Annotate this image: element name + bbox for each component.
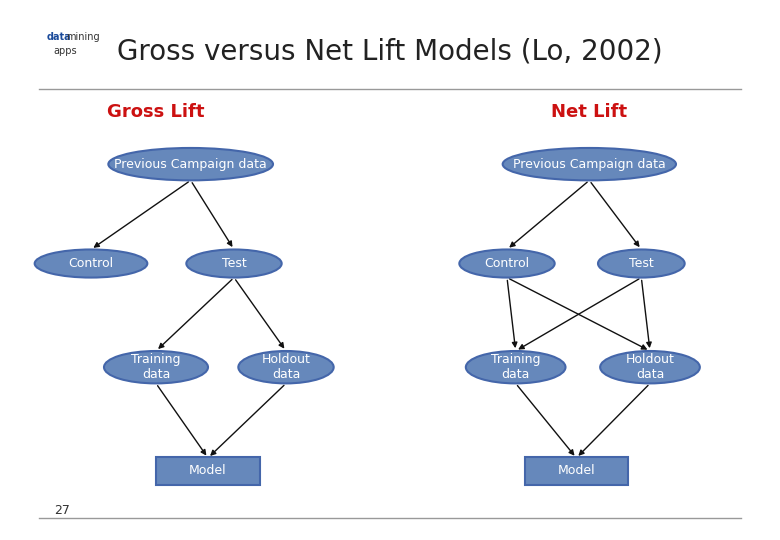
- Ellipse shape: [600, 351, 700, 383]
- Text: Net Lift: Net Lift: [551, 103, 627, 122]
- Text: Gross Lift: Gross Lift: [108, 103, 204, 122]
- Text: data: data: [47, 32, 72, 43]
- Text: Test: Test: [222, 257, 246, 270]
- Ellipse shape: [108, 148, 273, 180]
- Text: Control: Control: [484, 257, 530, 270]
- Ellipse shape: [459, 249, 555, 278]
- Text: Training
data: Training data: [491, 353, 541, 381]
- Text: Holdout
data: Holdout data: [261, 353, 310, 381]
- Text: Control: Control: [69, 257, 114, 270]
- Text: Holdout
data: Holdout data: [626, 353, 675, 381]
- Text: Test: Test: [629, 257, 654, 270]
- Text: mining: mining: [66, 32, 100, 43]
- Text: Previous Campaign data: Previous Campaign data: [115, 158, 267, 171]
- Text: Previous Campaign data: Previous Campaign data: [513, 158, 665, 171]
- Text: apps: apps: [53, 46, 76, 56]
- FancyBboxPatch shape: [157, 457, 260, 485]
- Text: Model: Model: [558, 464, 595, 477]
- Text: Training
data: Training data: [131, 353, 181, 381]
- Ellipse shape: [466, 351, 566, 383]
- Text: Gross versus Net Lift Models (Lo, 2002): Gross versus Net Lift Models (Lo, 2002): [117, 38, 663, 66]
- Ellipse shape: [186, 249, 282, 278]
- Ellipse shape: [598, 249, 685, 278]
- Text: Model: Model: [190, 464, 227, 477]
- Ellipse shape: [104, 351, 208, 383]
- Text: 27: 27: [55, 504, 70, 517]
- Ellipse shape: [34, 249, 147, 278]
- Ellipse shape: [502, 148, 676, 180]
- Ellipse shape: [239, 351, 334, 383]
- FancyBboxPatch shape: [525, 457, 628, 485]
